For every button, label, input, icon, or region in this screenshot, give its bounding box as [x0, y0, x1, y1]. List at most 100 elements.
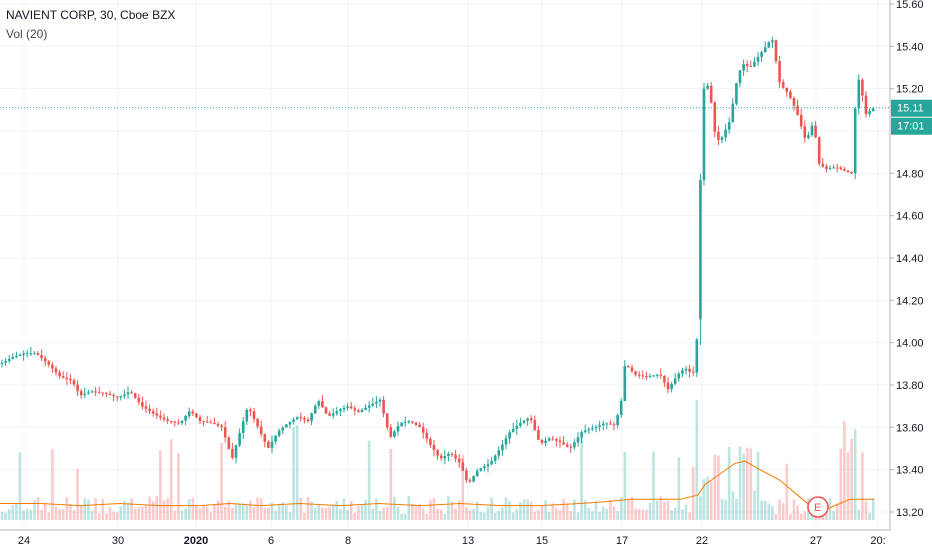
candle — [583, 424, 587, 434]
candle — [25, 349, 29, 358]
candle — [277, 428, 281, 438]
candle — [177, 418, 180, 425]
volume-bar — [663, 501, 666, 520]
candle — [501, 439, 504, 456]
volume-bar — [130, 498, 133, 520]
candle — [97, 386, 101, 394]
volume-bar — [310, 501, 313, 520]
candle — [47, 359, 51, 368]
volume-bar — [234, 502, 238, 520]
candle — [724, 123, 727, 142]
volume-bar — [151, 501, 155, 520]
candle — [868, 108, 871, 118]
volume-bar — [259, 498, 263, 520]
candle — [688, 364, 691, 378]
volume-bar — [861, 452, 864, 520]
candle — [83, 387, 87, 399]
candle — [328, 411, 331, 417]
volume-bar — [137, 507, 141, 520]
volume-bar — [281, 502, 285, 520]
candle — [497, 446, 501, 460]
candle — [774, 39, 778, 64]
candle — [637, 371, 641, 379]
volume-bar — [483, 512, 486, 520]
candle — [378, 397, 382, 407]
candle — [623, 360, 627, 402]
candle — [666, 376, 670, 394]
candle — [105, 392, 108, 398]
candle — [306, 417, 310, 423]
price-tick-label: 13.60 — [896, 422, 924, 434]
candle — [241, 416, 245, 440]
candle — [313, 404, 317, 415]
candle — [706, 82, 709, 91]
candle — [112, 393, 115, 402]
volume-bar — [202, 505, 205, 520]
candle — [90, 389, 94, 393]
candle — [364, 404, 367, 411]
volume-bar — [731, 491, 735, 520]
candle — [587, 427, 591, 435]
volume-bar — [148, 496, 151, 520]
volume-bars — [0, 400, 875, 520]
volume-bar — [378, 510, 382, 520]
candle — [853, 106, 857, 180]
candle — [803, 120, 807, 143]
candle — [166, 416, 169, 424]
volume-bar — [457, 500, 461, 520]
candle — [256, 417, 259, 429]
volume-bar — [4, 512, 7, 520]
volume-bar — [688, 512, 691, 520]
candle — [522, 419, 526, 425]
volume-bar — [292, 426, 295, 520]
volume-bar — [321, 507, 324, 520]
volume-bar — [634, 508, 637, 520]
candle — [191, 409, 195, 417]
volume-bar — [349, 500, 353, 520]
volume-bar — [454, 508, 457, 520]
candle — [537, 425, 540, 440]
volume-bar — [756, 451, 760, 520]
candle — [540, 439, 544, 445]
volume-bar — [681, 509, 684, 520]
candle — [342, 405, 346, 413]
volume-bar — [493, 512, 497, 520]
volume-bar — [198, 508, 202, 520]
volume-bar — [598, 511, 601, 520]
candle — [645, 371, 648, 380]
volume-bar — [799, 513, 803, 520]
volume-bar — [645, 509, 648, 520]
candle — [648, 373, 652, 378]
volume-bar — [846, 452, 850, 520]
price-tick-label: 14.00 — [896, 338, 924, 350]
candle — [371, 397, 375, 407]
candle — [465, 467, 468, 484]
volume-bar — [87, 499, 90, 520]
chart-grid — [0, 0, 890, 530]
volume-bar — [519, 502, 522, 520]
candle — [173, 420, 177, 427]
earnings-event-marker[interactable]: E — [807, 496, 829, 518]
candle — [781, 79, 785, 89]
volume-bar — [126, 502, 130, 520]
candle — [673, 373, 677, 386]
last-price-label: 15.11 — [897, 103, 924, 115]
volume-bar — [436, 508, 439, 520]
time-tick-label: 20: — [870, 535, 885, 547]
volume-bar — [418, 503, 421, 520]
candle — [591, 424, 594, 432]
candle — [40, 349, 43, 362]
candle — [285, 423, 288, 428]
price-axis[interactable]: 13.20 13.40 13.60 13.80 14.00 14.20 14.40 14.60… — [890, 0, 924, 519]
candle — [825, 163, 828, 173]
volume-bar — [357, 505, 360, 520]
volume-bar — [839, 448, 843, 520]
candle — [609, 420, 612, 425]
volume-bar — [313, 508, 317, 520]
volume-bar — [421, 508, 425, 520]
volume-bar — [468, 509, 472, 520]
time-axis[interactable]: 24 30 2020 6 8 13 15 17 22 27 20: — [18, 535, 886, 547]
volume-bar — [785, 463, 789, 520]
candle — [292, 417, 295, 425]
